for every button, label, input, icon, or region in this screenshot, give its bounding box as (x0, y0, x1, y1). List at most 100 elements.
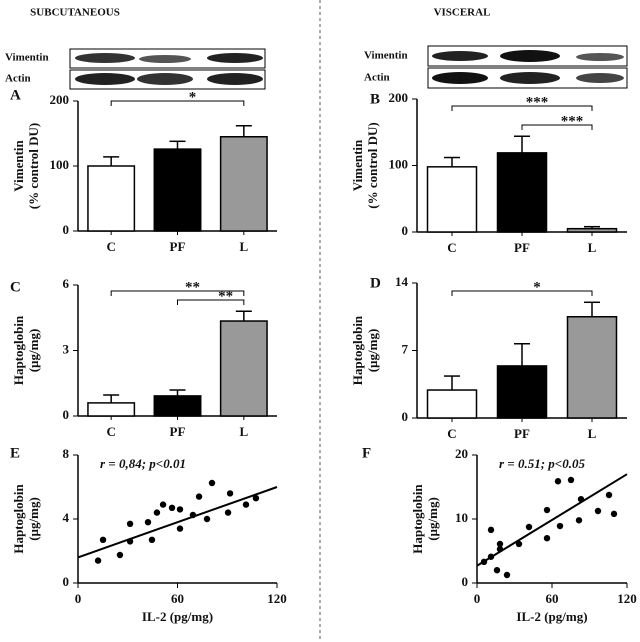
blot-label: Vimentin (5, 52, 49, 64)
y-axis-label: (µg/mg) (365, 329, 380, 373)
point (148, 536, 156, 543)
column-title: VISCERAL (434, 7, 491, 19)
x-tick-label: C (106, 424, 115, 439)
y-tick-label: 200 (389, 90, 409, 105)
x-tick-label: 120 (617, 591, 637, 606)
point (226, 490, 234, 497)
blot-label: Actin (5, 73, 31, 85)
y-tick-label: 3 (63, 341, 70, 356)
bar (219, 136, 268, 232)
significance-bracket (521, 124, 593, 130)
point (525, 523, 533, 531)
point (610, 510, 618, 518)
point (503, 571, 511, 579)
y-tick-label: 7 (402, 341, 409, 356)
point (487, 526, 495, 534)
y-tick-label: 0 (402, 409, 409, 424)
y-tick-label: 200 (50, 92, 70, 107)
point (480, 558, 488, 566)
panel-letter: B (370, 91, 380, 107)
significance-bracket (451, 290, 593, 296)
x-tick-label: 60 (171, 591, 184, 606)
x-tick-label: L (239, 239, 248, 254)
significance-bracket (177, 299, 245, 305)
point (543, 506, 551, 514)
point (496, 540, 504, 548)
blot: Vimentin Actin (364, 45, 628, 89)
point (99, 536, 107, 543)
y-axis-label: Haptoglobin (11, 315, 26, 385)
blot-label: Actin (364, 72, 390, 84)
x-tick-label: C (447, 240, 456, 255)
panel-letter: D (370, 275, 381, 291)
point (242, 501, 250, 508)
y-tick-label: 0 (402, 223, 409, 238)
y-tick-label: 14 (395, 274, 409, 289)
y-tick-label: 100 (389, 156, 409, 171)
significance-label: ** (185, 279, 200, 295)
y-axis-label: (µg/mg) (425, 497, 440, 541)
panel-letter: E (10, 445, 20, 461)
annotation: r = 0,84; p<0.01 (100, 456, 186, 471)
y-axis-label: (% control DU) (365, 122, 380, 208)
significance-label: * (189, 89, 197, 105)
bar (566, 227, 618, 233)
point (176, 506, 184, 513)
significance-label: *** (561, 113, 584, 129)
x-tick-label: 60 (546, 591, 559, 606)
bar (426, 389, 478, 419)
x-tick-label: PF (514, 240, 530, 255)
y-tick-label: 0 (63, 222, 70, 237)
point (168, 504, 176, 511)
y-tick-label: 100 (50, 157, 70, 172)
y-tick-label: 0 (63, 574, 70, 589)
x-axis-label: IL-2 (pg/mg) (142, 609, 213, 624)
point (575, 517, 583, 524)
y-tick-label: 8 (63, 446, 70, 461)
y-axis-label: Vimentin (350, 139, 365, 191)
point (208, 479, 216, 487)
y-tick-label: 0 (63, 407, 70, 422)
x-axis-label: IL-2 (pg/mg) (516, 609, 587, 624)
y-tick-label: 20 (455, 446, 468, 461)
bar (87, 402, 136, 417)
significance-bracket (451, 105, 593, 111)
point (543, 535, 551, 542)
point (554, 478, 562, 485)
point (159, 501, 167, 508)
y-axis-label: Haptoglobin (11, 484, 26, 554)
point (487, 553, 495, 560)
y-axis-label: (% control DU) (26, 123, 41, 209)
significance-label: * (533, 279, 541, 295)
x-tick-label: C (106, 239, 115, 254)
bar (87, 165, 136, 232)
annotation: r = 0.51; p<0.05 (499, 456, 585, 471)
bar (566, 316, 618, 419)
x-tick-label: 0 (474, 591, 481, 606)
panel-letter: C (10, 279, 21, 295)
point (116, 551, 124, 559)
y-axis-label: Vimentin (11, 139, 26, 191)
y-axis-label: (µg/mg) (26, 329, 41, 373)
point (594, 507, 602, 515)
point (567, 476, 575, 484)
regression-line (77, 486, 278, 559)
point (176, 525, 184, 532)
point (252, 495, 260, 502)
x-tick-label: 0 (75, 591, 82, 606)
x-tick-label: 120 (267, 591, 287, 606)
bar (219, 320, 268, 417)
bar (496, 365, 548, 419)
x-tick-label: L (239, 424, 248, 439)
point (126, 538, 134, 545)
point (556, 522, 564, 530)
panel-letter: A (10, 87, 21, 103)
point (605, 491, 613, 499)
point (493, 567, 501, 574)
x-tick-label: L (588, 240, 597, 255)
y-axis-label: Haptoglobin (350, 315, 365, 385)
x-tick-label: PF (514, 426, 530, 441)
point (203, 515, 211, 523)
bar (426, 166, 478, 233)
